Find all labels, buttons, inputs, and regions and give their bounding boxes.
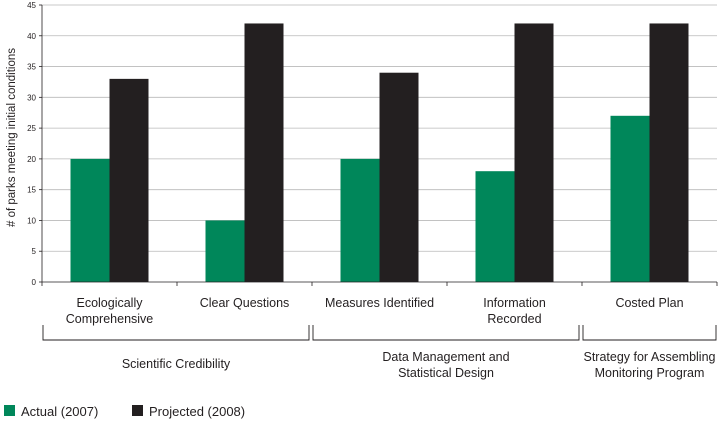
y-tick-label: 30: [27, 93, 36, 102]
y-tick-label: 45: [27, 1, 36, 10]
category-label-line: Costed Plan: [615, 296, 683, 310]
y-tick-label: 15: [27, 186, 36, 195]
bar-actual-4: [610, 115, 650, 282]
y-tick-label: 40: [27, 32, 36, 41]
group-label-line: Scientific Credibility: [122, 357, 231, 371]
group-label: Data Management and Statistical Design: [382, 350, 509, 380]
category-label: Information Recorded: [483, 296, 546, 326]
group-bracket: [582, 325, 717, 341]
category-label-line: Measures Identified: [325, 296, 434, 310]
axes: [39, 4, 718, 286]
bar-projected-2: [379, 72, 419, 282]
y-axis-ticks: 0 5 10 15 20 25 30 35 40 45: [27, 1, 36, 287]
bar-projected-4: [649, 23, 689, 282]
bar-actual-0: [70, 158, 110, 282]
category-label-line: Comprehensive: [66, 312, 154, 326]
group-brackets: Scientific Credibility Data Management an…: [42, 325, 717, 380]
category-label-line: Clear Questions: [200, 296, 290, 310]
group-label: Scientific Credibility: [122, 357, 231, 371]
category-label: Ecologically Comprehensive: [66, 296, 154, 326]
bar-actual-1: [205, 220, 245, 282]
y-tick-label: 35: [27, 63, 36, 72]
group-label-line: Data Management and: [382, 350, 509, 364]
legend-label: Actual (2007): [21, 404, 98, 419]
legend: Actual (2007) Projected (2008): [4, 404, 245, 419]
bar-actual-2: [340, 158, 380, 282]
y-tick-label: 20: [27, 155, 36, 164]
bar-projected-0: [109, 78, 149, 282]
legend-swatch-actual: [4, 405, 15, 416]
category-label-line: Recorded: [487, 312, 541, 326]
bars: [70, 23, 689, 282]
category-label-line: Information: [483, 296, 546, 310]
y-tick-label: 25: [27, 124, 36, 133]
group-bracket: [312, 325, 580, 341]
bar-projected-1: [244, 23, 284, 282]
legend-label: Projected (2008): [149, 404, 245, 419]
category-label: Clear Questions: [200, 296, 290, 310]
category-label: Costed Plan: [615, 296, 683, 310]
category-label: Measures Identified: [325, 296, 434, 310]
group-label: Strategy for Assembling Monitoring Progra…: [583, 350, 715, 380]
group-label-line: Strategy for Assembling: [583, 350, 715, 364]
group-label-line: Statistical Design: [398, 366, 494, 380]
group-label-line: Monitoring Program: [595, 366, 705, 380]
category-labels: Ecologically Comprehensive Clear Questions…: [66, 296, 684, 326]
legend-swatch-projected: [132, 405, 143, 416]
category-label-line: Ecologically: [76, 296, 143, 310]
bar-projected-3: [514, 23, 554, 282]
y-tick-label: 10: [27, 216, 36, 225]
bar-actual-3: [475, 171, 515, 282]
group-bracket: [42, 325, 310, 341]
y-axis-label: # of parks meeting initial conditions: [6, 48, 18, 227]
y-tick-label: 5: [32, 247, 37, 256]
y-tick-label: 0: [32, 278, 37, 287]
